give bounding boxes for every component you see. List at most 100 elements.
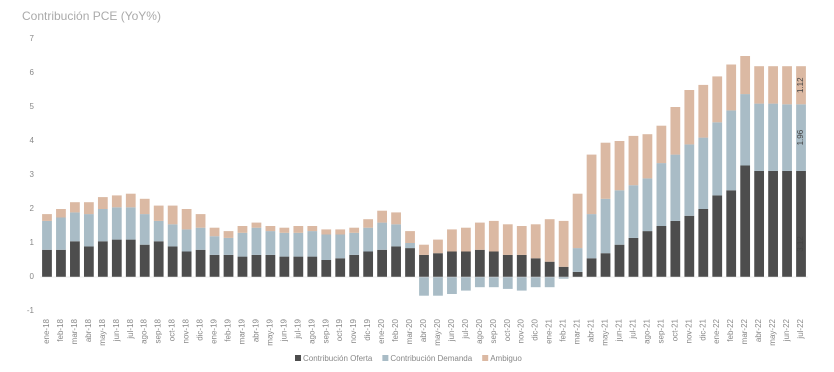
bar-segment [670, 107, 681, 155]
bar-segment [70, 202, 80, 213]
bar-segment [642, 134, 653, 179]
bar-segment [237, 256, 248, 277]
x-tick-label: jun-18 [112, 318, 121, 342]
bar-segment [363, 251, 374, 277]
bar-segment [42, 214, 52, 221]
data-label: 3.12 [796, 236, 805, 252]
bar-segment [97, 209, 108, 242]
bar-segment [656, 226, 667, 277]
x-tick-label: ene-18 [42, 318, 51, 343]
bar-segment [363, 219, 374, 228]
bar-segment [265, 226, 276, 232]
bar-segment [628, 237, 639, 277]
bar-segment [223, 231, 234, 238]
x-tick-label: ago-21 [642, 318, 651, 343]
x-tick-label: jul-19 [293, 318, 302, 339]
chart-title: Contribución PCE (YoY%) [22, 9, 161, 23]
bar-segment [237, 226, 248, 233]
bar-segment [586, 258, 597, 277]
bar-segment [712, 76, 723, 123]
x-tick-label: feb-18 [56, 318, 65, 341]
bar-segment [558, 266, 569, 277]
bar-segment [139, 244, 150, 277]
bar-segment [670, 154, 681, 221]
data-label: 1.12 [796, 77, 805, 93]
x-tick-label: may-19 [265, 318, 274, 345]
bar-segment [754, 103, 765, 171]
bar-segment [684, 144, 695, 216]
bar-segment [307, 226, 318, 232]
bar-segment [209, 236, 220, 255]
bar-segment [796, 170, 806, 277]
x-tick-label: abr-21 [587, 318, 596, 342]
bar-segment [754, 66, 765, 104]
x-tick-label: feb-22 [726, 318, 735, 341]
bar-segment [97, 197, 108, 209]
x-tick-label: abr-20 [419, 318, 428, 342]
bar-segment [516, 226, 527, 255]
y-tick-label: 5 [30, 102, 35, 111]
bar-segment [349, 254, 360, 277]
y-tick-label: 4 [30, 136, 35, 145]
bar-segment [349, 232, 360, 255]
bar-segment [488, 251, 499, 277]
bar-segment [782, 104, 792, 171]
bar-segment [293, 226, 304, 233]
bar-segment [600, 142, 611, 199]
legend-swatch [295, 355, 301, 361]
x-tick-label: jul-22 [796, 318, 805, 339]
bar-segment [768, 170, 778, 277]
bar-segment [195, 227, 206, 250]
bar-segment [474, 222, 485, 250]
bar-segment [251, 227, 262, 255]
bar-segment [447, 277, 457, 294]
bar-segment [502, 254, 513, 277]
bar-segment [335, 234, 346, 259]
bar-segment [70, 212, 80, 242]
bar-segment [474, 277, 485, 288]
bar-segment [558, 220, 569, 267]
bar-segment [740, 56, 751, 95]
bar-segment [321, 234, 332, 260]
bar-segment [614, 141, 625, 191]
bar-segment [419, 244, 429, 255]
x-tick-label: may-18 [98, 318, 107, 345]
bar-segment [796, 104, 806, 171]
bar-segment [405, 231, 415, 243]
x-tick-label: oct-19 [335, 318, 344, 341]
bar-segment [447, 251, 457, 277]
bar-segment [265, 231, 276, 255]
y-tick-label: 6 [30, 68, 35, 77]
bar-segment [391, 246, 401, 277]
bar-segment [684, 215, 695, 277]
x-tick-label: mar-20 [405, 318, 414, 344]
bar-segment [433, 239, 443, 254]
bar-segment [195, 214, 206, 228]
x-tick-label: sep-19 [321, 318, 330, 343]
bar-segment [167, 224, 178, 247]
bar-segment [698, 209, 709, 277]
bar-segment [530, 224, 541, 259]
bar-segment [42, 249, 52, 277]
x-tick-label: mar-18 [70, 318, 79, 344]
bar-segment [461, 277, 471, 291]
bar-segment [363, 227, 374, 252]
x-tick-label: feb-20 [391, 318, 400, 341]
bar-segment [740, 94, 751, 166]
bar-segment [223, 237, 234, 255]
bar-segment [70, 241, 80, 277]
bar-segment [782, 170, 792, 277]
bar-segment [139, 198, 150, 215]
bar-segment [698, 137, 709, 209]
bar-segment [558, 277, 569, 279]
x-tick-label: ene-20 [377, 318, 386, 343]
bar-segment [125, 239, 136, 277]
x-tick-label: jun-22 [782, 318, 791, 342]
bar-segment [377, 249, 387, 277]
bar-segment [83, 246, 94, 277]
bar-segment [433, 253, 443, 277]
bar-segment [97, 241, 108, 277]
x-tick-label: mar-19 [237, 318, 246, 344]
bar-segment [195, 249, 206, 277]
